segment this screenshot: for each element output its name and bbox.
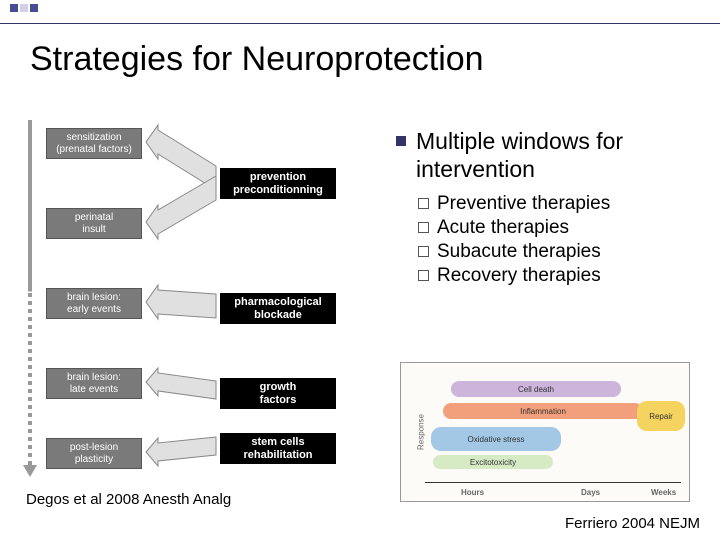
diagram-arrow [146,125,216,190]
chart-xtick: Weeks [651,488,676,497]
stage-box: brain lesion: early events [46,288,142,319]
strategy-box: pharmacological blockade [220,293,336,324]
slide-header-bar [0,0,720,24]
chart-band: Inflammation [443,403,643,419]
chart-band: Repair [637,401,685,431]
sub-bullet: Subacute therapies [418,241,706,263]
content-panel: Multiple windows for intervention Preven… [396,128,706,289]
deco-square [30,4,38,12]
stage-box: brain lesion: late events [46,368,142,399]
checkbox-outline-icon [418,270,429,281]
deco-square [10,4,18,12]
header-deco-squares [10,4,38,12]
diagram-arrow [146,285,216,319]
diagram-arrow [146,176,216,239]
bullet-square-icon [396,136,406,146]
checkbox-outline-icon [418,198,429,209]
stage-box: perinatal insult [46,208,142,239]
chart-band: Cell death [451,381,621,397]
timeline-diagram: sensitization (prenatal factors) perinata… [28,120,368,490]
sub-bullet: Acute therapies [418,217,706,239]
stage-box: post-lesion plasticity [46,438,142,469]
chart-band: Oxidative stress [431,427,561,451]
checkbox-outline-icon [418,246,429,257]
main-bullet-text: Multiple windows for intervention [416,128,706,183]
chart-xtick: Days [581,488,600,497]
sub-bullet: Preventive therapies [418,193,706,215]
response-timeline-chart: Response Cell death InflammationRepair Oxi… [400,362,690,502]
citation-left: Degos et al 2008 Anesth Analg [26,491,231,508]
sub-bullet-text: Recovery therapies [437,265,601,287]
sub-bullet: Recovery therapies [418,265,706,287]
chart-ylabel: Response [417,414,426,450]
checkbox-outline-icon [418,222,429,233]
sub-bullet-text: Acute therapies [437,217,569,239]
diagram-arrow [146,368,216,399]
chart-xtick: Hours [461,488,484,497]
deco-square [20,4,28,12]
diagram-arrow [146,437,216,466]
strategy-box: stem cells rehabilitation [220,433,336,464]
chart-xaxis [425,482,681,483]
sub-bullet-text: Preventive therapies [437,193,610,215]
strategy-box: prevention preconditionning [220,168,336,199]
main-bullet: Multiple windows for intervention [396,128,706,183]
sub-bullet-list: Preventive therapiesAcute therapiesSubac… [418,193,706,287]
slide-title: Strategies for Neuroprotection [30,40,484,79]
chart-band: Excitotoxicity [433,455,553,469]
citation-right: Ferriero 2004 NEJM [565,515,700,532]
stage-box: sensitization (prenatal factors) [46,128,142,159]
sub-bullet-text: Subacute therapies [437,241,601,263]
strategy-box: growth factors [220,378,336,409]
